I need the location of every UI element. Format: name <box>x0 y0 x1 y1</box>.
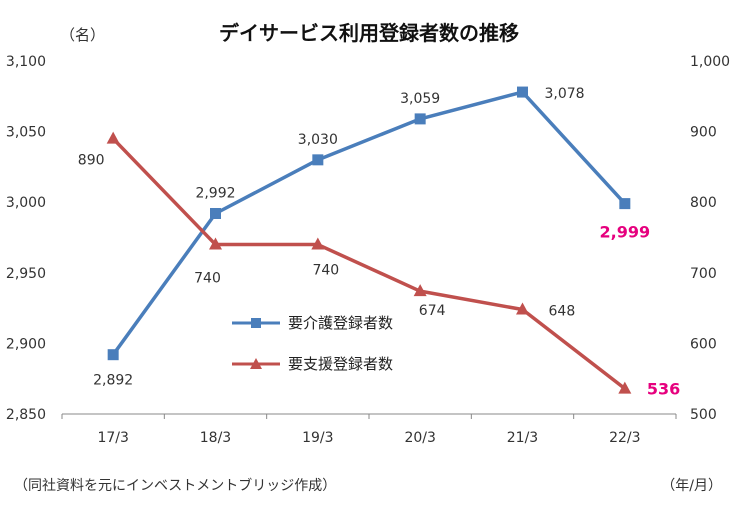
data-point <box>106 131 120 144</box>
right-tick-label: 1,000 <box>690 54 730 70</box>
legend-label-care: 要介護登録者数 <box>288 314 393 332</box>
data-label: 648 <box>549 304 576 320</box>
right-tick-label: 700 <box>690 266 717 282</box>
left-tick-label: 3,050 <box>6 125 46 141</box>
x-axis-ticks: 17/3 18/3 19/3 20/3 21/3 22/3 <box>97 430 640 446</box>
series-layer <box>106 86 632 394</box>
right-tick-label: 900 <box>690 125 717 141</box>
data-label: 2,999 <box>600 223 651 242</box>
data-point <box>209 237 222 250</box>
x-tick-label: 21/3 <box>507 430 538 446</box>
series-line <box>111 137 626 390</box>
x-tick-label: 19/3 <box>302 430 333 446</box>
data-label: 536 <box>647 380 680 399</box>
legend-label-support: 要支援登録者数 <box>288 355 393 373</box>
x-tick-label: 22/3 <box>609 430 640 446</box>
left-tick-label: 3,100 <box>6 54 46 70</box>
data-label: 2,892 <box>93 373 133 389</box>
legend-item-care: 要介護登録者数 <box>232 314 393 332</box>
right-tick-label: 500 <box>690 407 717 423</box>
data-point <box>517 86 528 98</box>
data-label: 3,059 <box>400 91 440 107</box>
data-point <box>413 284 427 297</box>
data-point <box>619 198 631 210</box>
data-label: 740 <box>312 263 339 279</box>
right-axis-ticks: 500 600 700 800 900 1,000 <box>690 54 730 423</box>
axes <box>61 413 677 419</box>
x-tick-label: 20/3 <box>404 430 435 446</box>
x-unit-label: （年/月） <box>661 478 722 494</box>
legend-marker-triangle <box>250 358 262 369</box>
data-labels: 2,892 2,992 3,030 3,059 3,078 2,999 890 740 740 6… <box>78 86 680 399</box>
data-label: 674 <box>419 303 446 319</box>
data-point <box>311 237 325 250</box>
data-point <box>618 381 632 394</box>
x-tick-label: 17/3 <box>97 430 128 446</box>
data-label: 3,030 <box>298 132 338 148</box>
left-tick-label: 2,900 <box>6 336 46 352</box>
left-axis-ticks: 2,850 2,900 2,950 3,000 3,050 3,100 <box>6 54 46 423</box>
right-tick-label: 600 <box>690 336 717 352</box>
data-label: 3,078 <box>545 86 585 102</box>
legend: 要介護登録者数 要支援登録者数 <box>232 314 393 373</box>
data-label: 2,992 <box>195 185 235 201</box>
legend-item-support: 要支援登録者数 <box>232 355 393 373</box>
data-point <box>312 154 324 166</box>
data-point <box>107 349 119 361</box>
data-point <box>210 207 221 219</box>
left-tick-label: 2,950 <box>6 266 46 282</box>
data-point <box>414 113 426 125</box>
data-point <box>516 302 529 315</box>
x-tick-label: 18/3 <box>200 430 231 446</box>
chart-title: デイサービス利用登録者数の推移 <box>219 21 519 45</box>
y-unit-label: （名） <box>60 26 105 44</box>
legend-marker-square <box>251 318 261 328</box>
source-note: （同社資料を元にインベストメントブリッジ作成） <box>14 477 336 494</box>
right-tick-label: 800 <box>690 195 717 211</box>
data-label: 740 <box>194 271 221 287</box>
data-label: 890 <box>78 153 105 169</box>
left-tick-label: 2,850 <box>6 407 46 423</box>
series-line <box>111 90 627 356</box>
left-tick-label: 3,000 <box>6 195 46 211</box>
